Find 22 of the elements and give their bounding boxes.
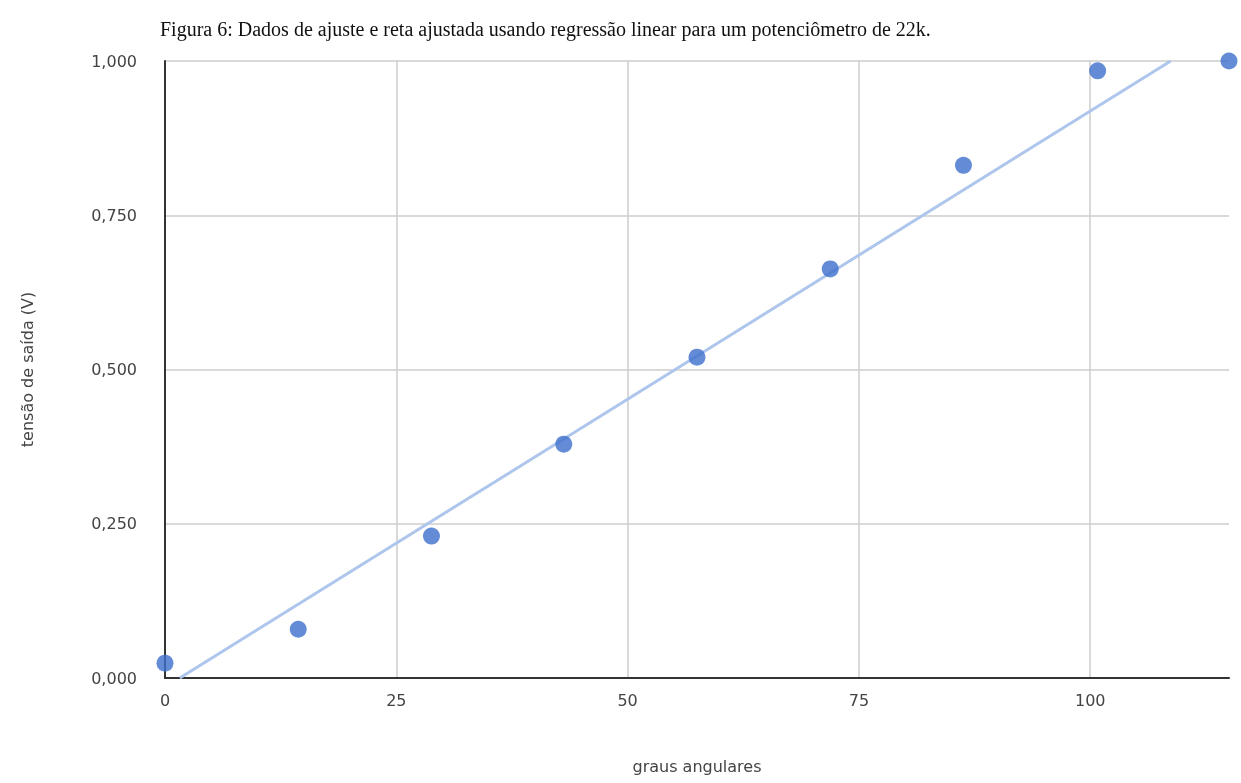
x-tick-label: 100 xyxy=(1074,690,1106,710)
y-tick-label: 0,500 xyxy=(91,360,137,379)
x-tick-label: 50 xyxy=(617,690,638,710)
point xyxy=(1089,62,1107,80)
x-tick-label: 25 xyxy=(386,690,407,710)
point xyxy=(1220,52,1238,70)
point xyxy=(289,620,307,638)
point xyxy=(954,156,972,174)
x-tick-label: 75 xyxy=(848,690,870,710)
x-tick-label: 0 xyxy=(159,690,171,710)
chart-title: Figura 6: Dados de ajuste e reta ajustada usando regressão linear para um potenciômetro de 22k. xyxy=(160,18,931,41)
y-tick-label: 0,250 xyxy=(91,514,137,534)
x-axis-title: graus angulares xyxy=(632,756,762,776)
point xyxy=(688,348,706,366)
y-tick-label: 0,000 xyxy=(91,668,137,688)
point xyxy=(422,527,440,545)
y-tick-label: 1,000 xyxy=(91,51,137,71)
point xyxy=(821,260,839,278)
y-tick-label: 0,750 xyxy=(91,205,137,225)
y-axis-title: tensão de saída (V) xyxy=(17,291,37,448)
point xyxy=(555,435,573,453)
point xyxy=(156,654,174,672)
